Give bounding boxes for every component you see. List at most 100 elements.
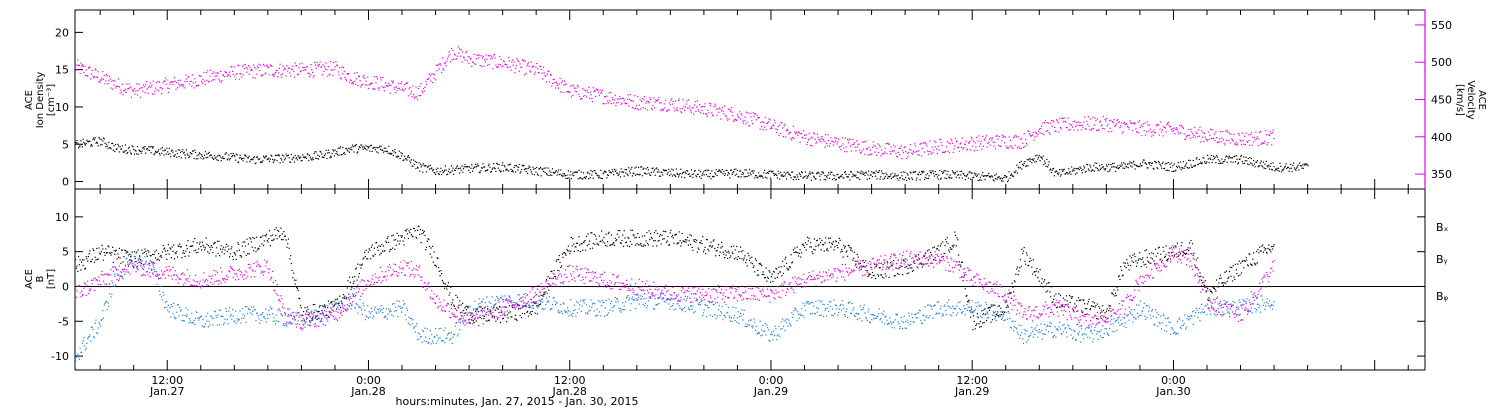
- density-point: [132, 146, 134, 148]
- velocity-point: [1220, 140, 1222, 143]
- density-point: [442, 172, 444, 174]
- density-point: [322, 156, 324, 158]
- by-point: [932, 317, 934, 319]
- density-point: [436, 171, 438, 173]
- density-point: [462, 171, 464, 173]
- velocity-point: [711, 112, 713, 114]
- by-point: [570, 299, 572, 301]
- velocity-point: [1223, 142, 1225, 144]
- velocity-point: [525, 72, 527, 75]
- by-point: [702, 315, 704, 317]
- by-point: [1186, 318, 1188, 320]
- density-point: [151, 146, 153, 148]
- density-point: [252, 159, 254, 161]
- velocity-point: [1034, 136, 1036, 138]
- density-point: [321, 156, 323, 158]
- velocity-point: [230, 66, 232, 68]
- velocity-point: [219, 70, 222, 72]
- density-point: [985, 175, 987, 177]
- by-point: [696, 299, 698, 301]
- density-point: [685, 172, 687, 174]
- density-point: [545, 167, 547, 169]
- density-point: [708, 176, 711, 178]
- velocity-point: [641, 97, 643, 99]
- velocity-point: [1200, 141, 1202, 143]
- velocity-point: [655, 99, 657, 101]
- velocity-point: [389, 92, 391, 94]
- velocity-point: [461, 61, 463, 63]
- by-point: [267, 317, 269, 319]
- velocity-point: [1025, 138, 1027, 141]
- density-point: [1305, 163, 1307, 165]
- by-point: [764, 330, 766, 332]
- velocity-point: [878, 144, 880, 146]
- density-point: [240, 157, 242, 159]
- velocity-point: [988, 141, 990, 143]
- by-point: [265, 308, 267, 310]
- density-point: [1014, 172, 1016, 174]
- by-point: [1188, 319, 1190, 321]
- density-point: [410, 162, 412, 164]
- by-point: [813, 305, 815, 307]
- by-point: [972, 312, 974, 314]
- density-point: [990, 175, 992, 177]
- velocity-point: [136, 94, 139, 96]
- by-point: [682, 308, 684, 310]
- by-point: [333, 300, 335, 303]
- by-point: [1221, 315, 1223, 317]
- density-point: [905, 176, 907, 179]
- by-point: [994, 318, 996, 320]
- by-point: [918, 312, 920, 314]
- velocity-point: [783, 125, 785, 127]
- by-point: [1126, 315, 1128, 317]
- velocity-point: [963, 147, 965, 149]
- density-point: [1293, 167, 1295, 169]
- density-point: [702, 171, 705, 173]
- velocity-point: [860, 152, 862, 154]
- velocity-point: [573, 85, 575, 87]
- velocity-point: [553, 78, 555, 81]
- by-point: [842, 304, 844, 306]
- by-point: [401, 311, 403, 313]
- density-point: [661, 172, 663, 174]
- density-point: [139, 150, 141, 152]
- by-point: [708, 302, 711, 304]
- density-point: [369, 150, 371, 152]
- by-point: [905, 327, 908, 329]
- density-point: [1145, 162, 1147, 164]
- velocity-point: [414, 96, 416, 98]
- density-point: [1055, 170, 1057, 172]
- density-point: [885, 172, 887, 174]
- density-point: [491, 168, 493, 170]
- velocity-point: [978, 135, 980, 137]
- density-point: [366, 149, 368, 151]
- by-point: [400, 307, 402, 309]
- density-point: [890, 174, 892, 176]
- velocity-point: [112, 79, 114, 82]
- velocity-point: [856, 146, 858, 148]
- velocity-point: [345, 78, 347, 80]
- density-point: [465, 166, 467, 168]
- by-point: [321, 320, 323, 322]
- velocity-point: [1258, 138, 1260, 140]
- by-point: [185, 315, 188, 318]
- by-point: [660, 292, 662, 295]
- density-point: [186, 153, 188, 155]
- velocity-point: [828, 145, 831, 147]
- by-point: [847, 316, 849, 318]
- density-point: [80, 140, 82, 142]
- by-point: [868, 321, 871, 323]
- by-point: [1041, 330, 1043, 332]
- density-point: [758, 172, 760, 174]
- velocity-point: [1248, 140, 1250, 142]
- by-point: [763, 330, 765, 332]
- density-point: [90, 145, 92, 147]
- by-point: [281, 314, 283, 316]
- by-point: [719, 314, 721, 317]
- velocity-point: [908, 148, 911, 150]
- velocity-point: [559, 77, 561, 79]
- velocity-point: [1232, 140, 1234, 142]
- velocity-point: [1062, 117, 1064, 119]
- velocity-point: [911, 153, 914, 155]
- by-point: [206, 320, 208, 322]
